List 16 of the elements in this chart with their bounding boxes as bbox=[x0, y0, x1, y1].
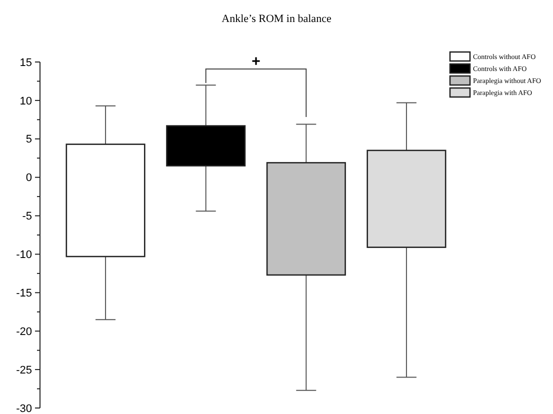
bar bbox=[266, 162, 346, 276]
y-tick-label: -5 bbox=[22, 210, 32, 223]
y-tick-label: -25 bbox=[16, 364, 32, 376]
y-tick-label: -30 bbox=[16, 402, 32, 414]
bar bbox=[66, 144, 146, 258]
bar bbox=[166, 125, 246, 166]
y-tick-label: 0 bbox=[26, 172, 32, 184]
bar bbox=[366, 150, 446, 248]
y-tick-label: -20 bbox=[16, 326, 32, 338]
annotation: + bbox=[252, 53, 261, 70]
y-tick-label: 10 bbox=[20, 95, 32, 108]
y-tick-label: 15 bbox=[20, 56, 32, 69]
chart-title: Ankle’s ROM in balance bbox=[222, 13, 332, 25]
y-tick-label: -15 bbox=[16, 288, 32, 300]
y-tick-label: 5 bbox=[26, 134, 32, 146]
y-tick-label: -10 bbox=[16, 249, 32, 262]
